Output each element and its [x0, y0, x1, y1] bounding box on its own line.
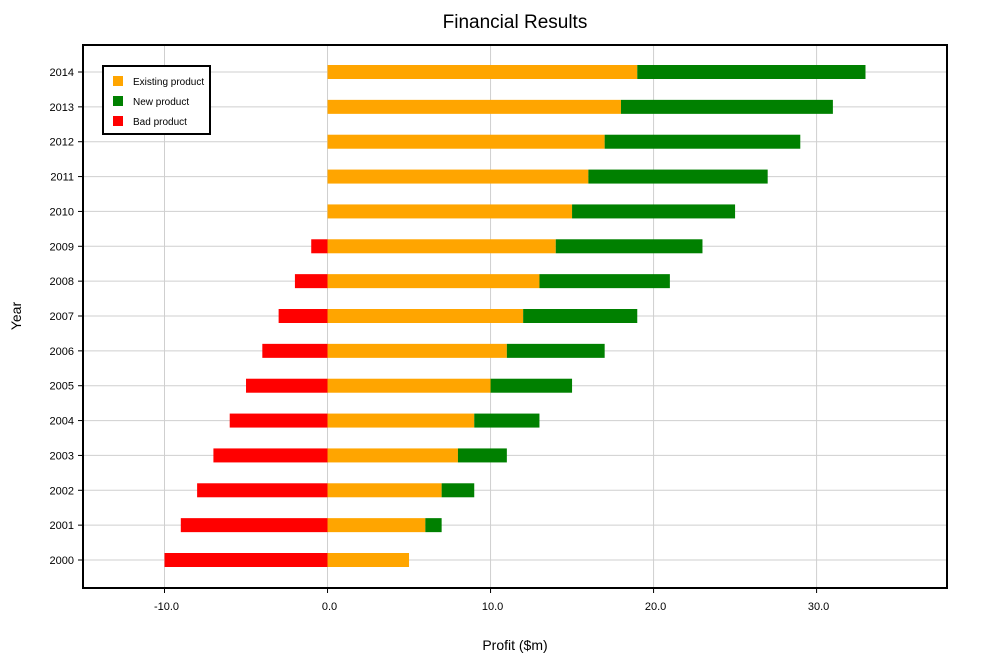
bar-bad-product [311, 239, 328, 254]
y-tick-label: 2012 [50, 137, 74, 149]
x-tick-label: 0.0 [322, 601, 337, 613]
x-tick-label: 30.0 [808, 601, 829, 613]
legend-swatch [113, 96, 123, 106]
y-tick-label: 2001 [50, 520, 74, 532]
y-tick-label: 2006 [50, 346, 74, 358]
y-tick-label: 2013 [50, 102, 74, 114]
y-tick-label: 2000 [50, 555, 74, 567]
bar-existing-product [327, 65, 638, 79]
bar-existing-product [327, 553, 410, 567]
legend-label: Bad product [133, 117, 187, 128]
bar-existing-product [327, 413, 475, 428]
y-tick-label: 2003 [50, 450, 74, 462]
legend-label: Existing product [133, 77, 204, 88]
x-tick-label: 10.0 [482, 601, 503, 613]
bar-bad-product [197, 483, 328, 498]
bar-new-product [620, 99, 833, 114]
bars [164, 65, 866, 567]
y-tick-label: 2008 [50, 276, 74, 288]
y-tick-label: 2010 [50, 206, 74, 218]
bar-new-product [425, 518, 442, 533]
bar-new-product [539, 274, 670, 289]
y-axis-label: Year [8, 302, 24, 331]
bar-new-product [441, 483, 475, 498]
bar-new-product [490, 378, 573, 393]
bar-new-product [523, 309, 638, 323]
bar-new-product [637, 65, 866, 79]
bar-bad-product [278, 309, 328, 323]
legend-swatch [113, 76, 123, 86]
bar-new-product [588, 169, 768, 184]
bar-existing-product [327, 378, 491, 393]
y-tick-label: 2009 [50, 241, 74, 253]
bar-existing-product [327, 518, 426, 533]
y-tick-label: 2005 [50, 381, 74, 393]
y-tick-label: 2002 [50, 485, 74, 497]
bar-bad-product [164, 553, 328, 567]
bar-bad-product [213, 448, 328, 463]
bar-existing-product [327, 483, 442, 498]
legend: Existing product New product Bad product [102, 65, 211, 135]
y-tick-label: 2014 [50, 67, 74, 79]
x-axis-label: Profit ($m) [482, 637, 547, 653]
y-tick-label: 2004 [50, 416, 74, 428]
y-tick-label: 2011 [50, 172, 74, 184]
bar-existing-product [327, 343, 507, 358]
x-tick-label: 20.0 [645, 601, 666, 613]
bar-new-product [506, 343, 605, 358]
bar-existing-product [327, 239, 556, 254]
bar-new-product [474, 413, 540, 428]
x-axis-ticks: -10.0 0.0 10.0 20.0 30.0 [154, 588, 829, 613]
bar-bad-product [229, 413, 328, 428]
bar-new-product [604, 134, 801, 149]
x-tick-label: -10.0 [154, 601, 179, 613]
legend-label: New product [133, 97, 189, 108]
bar-existing-product [327, 99, 621, 114]
bar-bad-product [246, 378, 328, 393]
bar-new-product [555, 239, 703, 254]
bar-bad-product [262, 343, 328, 358]
bar-bad-product [180, 518, 328, 533]
legend-swatch [113, 116, 123, 126]
bar-existing-product [327, 309, 524, 323]
chart-title: Financial Results [443, 12, 588, 33]
bar-existing-product [327, 134, 605, 149]
y-tick-label: 2007 [50, 311, 74, 323]
bar-bad-product [294, 274, 328, 289]
bar-existing-product [327, 169, 589, 184]
bar-existing-product [327, 204, 573, 219]
bar-existing-product [327, 274, 540, 289]
bar-existing-product [327, 448, 458, 463]
bar-new-product [457, 448, 507, 463]
y-axis-ticks: 2000 2001 2002 2003 2004 2005 2006 2007 2008 2009… [50, 67, 83, 567]
bar-new-product [572, 204, 736, 219]
